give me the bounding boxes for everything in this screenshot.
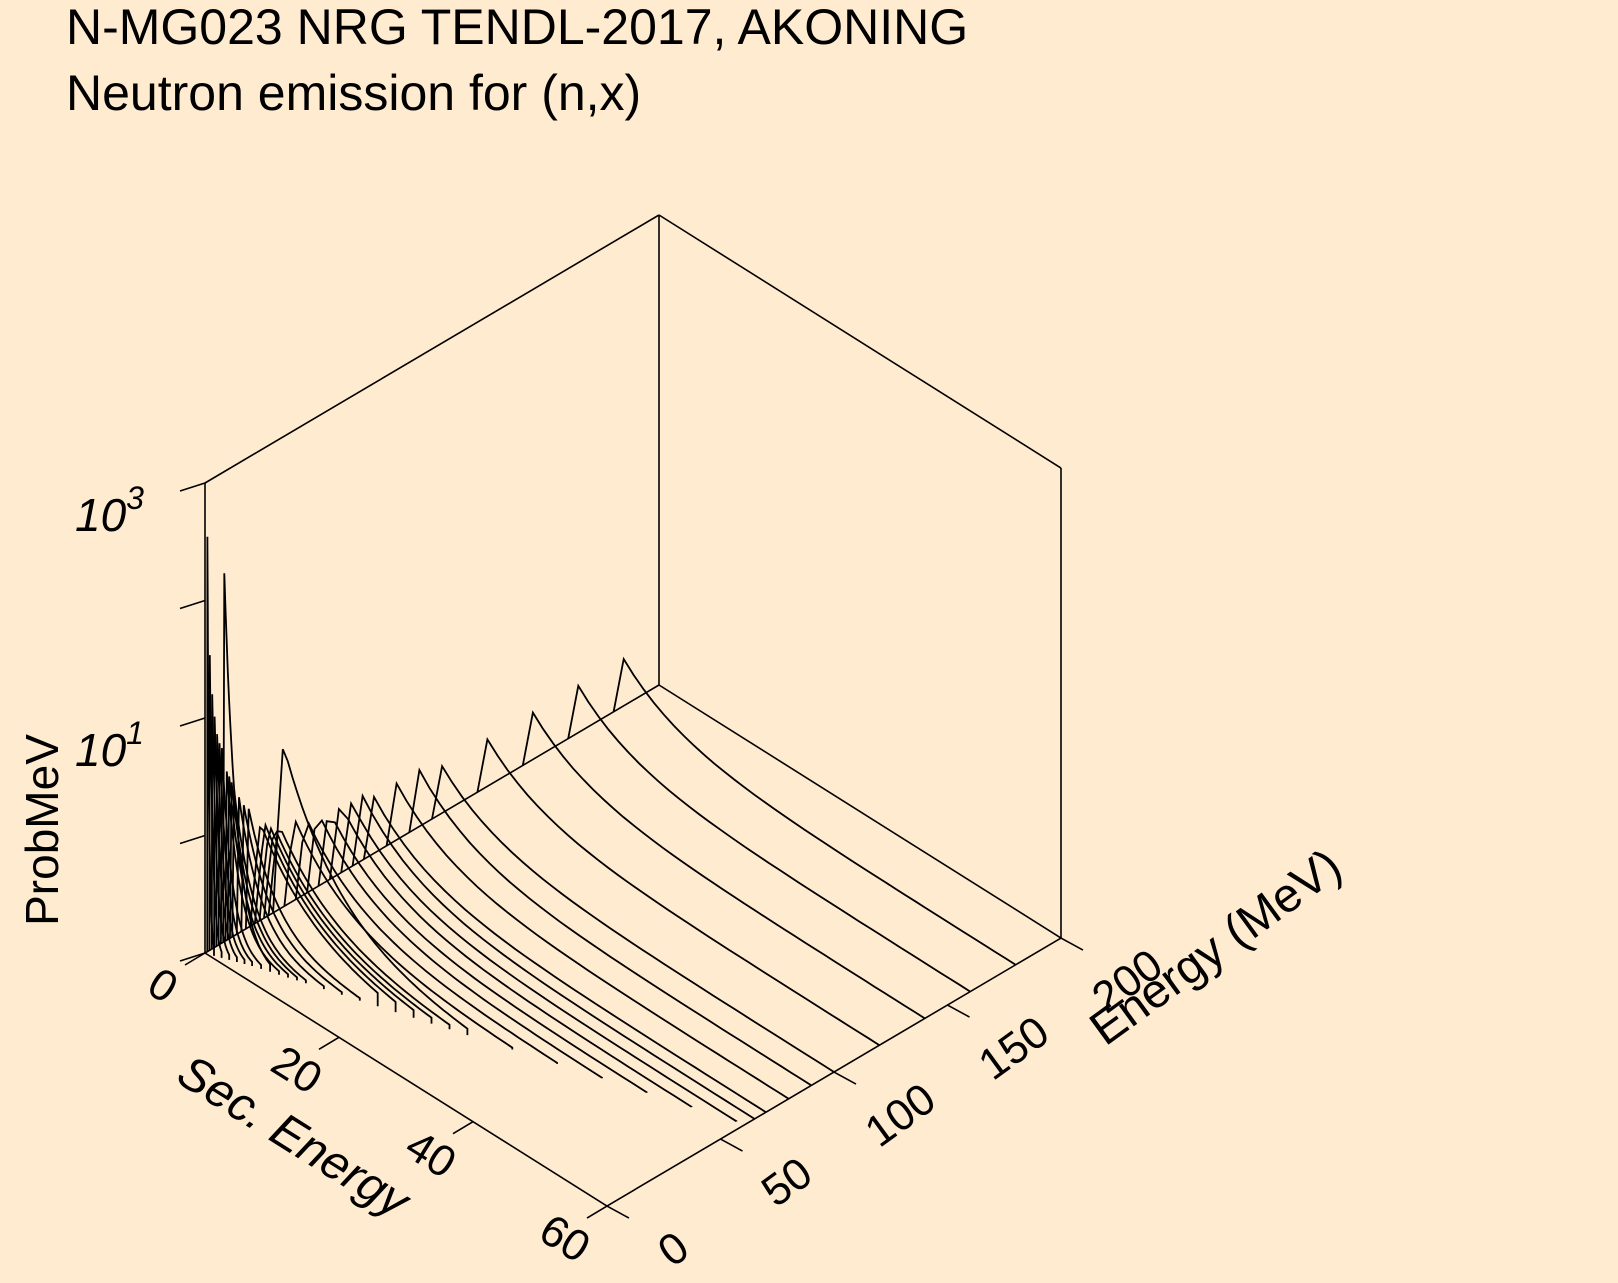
series-line: [235, 797, 325, 990]
z-tick-base: 10: [75, 724, 127, 776]
series-line: [222, 573, 271, 972]
series-line: [385, 780, 790, 1100]
top-back-edge: [204, 214, 660, 484]
sec-tick: [586, 1205, 608, 1219]
series-line: [294, 821, 558, 1064]
series-line: [254, 821, 397, 1013]
series-line: [226, 776, 289, 978]
series-line: [240, 804, 343, 995]
z-tick: [179, 834, 206, 845]
series-line: [206, 536, 215, 956]
chart-title: N-MG023 NRG TENDL-2017, AKONING: [66, 0, 969, 55]
series-line: [249, 825, 379, 1007]
series-line: [263, 830, 433, 1024]
z-tick: [179, 717, 206, 727]
z-tick-label: 101: [75, 715, 144, 776]
series-line: [245, 808, 361, 1001]
series-line: [521, 710, 926, 1020]
z-tick: [179, 599, 206, 610]
series-group: [206, 536, 1017, 1123]
series-line: [267, 830, 451, 1030]
series-line: [351, 793, 755, 1120]
series-line: [213, 716, 238, 962]
series-line: [224, 771, 280, 975]
sec-tick: [452, 1120, 474, 1135]
series-line: [215, 734, 246, 964]
z-axis-label: ProbMeV: [16, 734, 68, 926]
y-axis-label: Energy (MeV): [1081, 839, 1352, 1056]
series-line: [272, 748, 469, 1036]
inc-tick: [606, 1205, 630, 1219]
series-line: [476, 736, 880, 1046]
series-line: [217, 743, 253, 966]
series-line: [431, 763, 835, 1073]
series-line: [329, 806, 693, 1108]
series-line: [567, 683, 971, 993]
series-line: [210, 694, 231, 960]
axis-box: [204, 214, 1062, 1207]
series-line: [283, 818, 514, 1050]
series-line: [231, 789, 307, 984]
series-line: [340, 800, 738, 1123]
sec-tick-label: 0: [139, 958, 186, 1013]
top-right-edge: [658, 214, 1062, 469]
inc-tick-label: 50: [753, 1148, 821, 1216]
inc-tick-label: 0: [649, 1222, 698, 1276]
chart-subtitle: Neutron emission for (n,x): [66, 65, 642, 121]
z-tick-exponent: 3: [126, 480, 144, 516]
inc-tick-label: 150: [970, 1007, 1058, 1090]
z-tick-label: 103: [75, 480, 144, 541]
z-tick-exponent: 1: [126, 715, 144, 751]
series-line: [208, 655, 223, 958]
z-tick: [179, 482, 206, 492]
inc-tick: [947, 1004, 970, 1018]
series-line: [363, 794, 767, 1113]
series-line: [317, 820, 648, 1094]
inc-tick: [720, 1138, 743, 1152]
series-line: [220, 748, 262, 969]
sec-tick: [184, 952, 206, 966]
inc-tick: [833, 1071, 857, 1085]
sec-tick: [318, 1036, 340, 1051]
series-line: [258, 825, 415, 1018]
floor-far-edge: [658, 684, 1062, 939]
series-line: [229, 782, 298, 981]
series-line: [612, 656, 1017, 966]
sec-tick-label: 60: [531, 1205, 598, 1272]
z-tick-base: 10: [75, 489, 127, 541]
series-line: [306, 818, 603, 1079]
z-tick: [179, 952, 206, 962]
series-line: [408, 767, 812, 1087]
inc-tick: [1060, 937, 1084, 951]
inc-tick-label: 100: [856, 1074, 944, 1157]
floor-edge-sec: [204, 952, 608, 1207]
